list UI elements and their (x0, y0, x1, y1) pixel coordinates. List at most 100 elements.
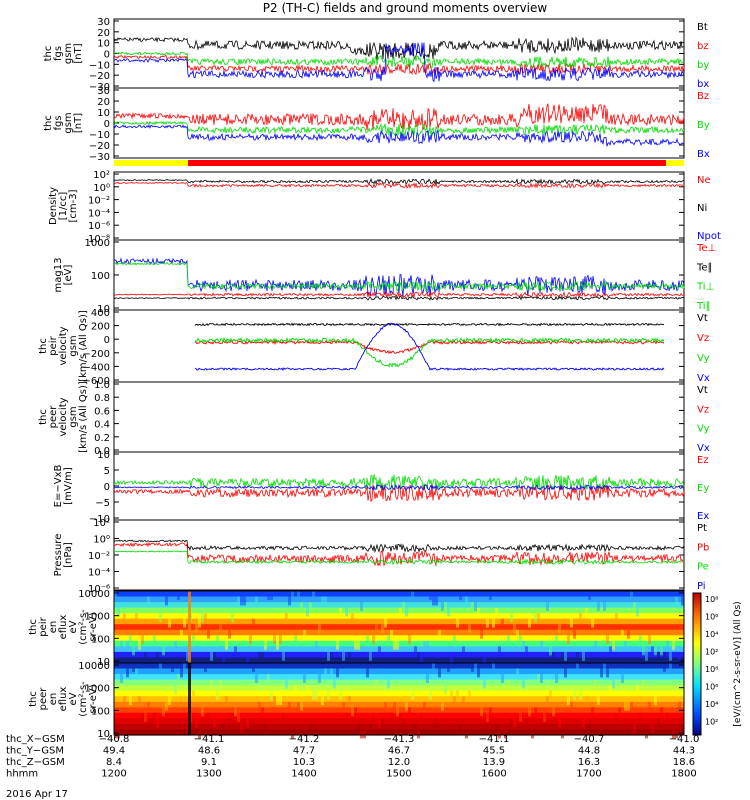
series-line-black (113, 295, 685, 301)
y-axis-label-line: fgs (53, 115, 64, 130)
status-bar-yellow (114, 160, 188, 166)
spectrogram-cell (162, 707, 165, 717)
y-axis-label-line: velocity (58, 397, 69, 436)
spectrogram-cell (126, 668, 129, 678)
spectrogram-cell (537, 613, 540, 623)
spectrogram-cell (129, 696, 132, 706)
spectrogram-cell (180, 629, 183, 639)
spectrogram-cell (582, 651, 585, 661)
spectrogram-cell (591, 707, 594, 717)
spectrogram-cell (681, 596, 684, 606)
spectrogram-cell (441, 701, 444, 711)
legend-Ti⊥: Ti⊥ (696, 282, 714, 293)
spectrogram-cell (315, 640, 318, 650)
spectrogram-cell (546, 696, 549, 706)
spectrogram-cell (297, 591, 300, 600)
spectrogram-band (114, 723, 684, 730)
spectrogram-cell (594, 679, 597, 689)
spectrogram-cell (549, 646, 552, 656)
spectrogram-band (114, 674, 684, 681)
spectrogram-cell (225, 696, 228, 706)
spectrogram-cell (186, 651, 189, 661)
spectrogram-cell (603, 663, 606, 672)
spectrogram-cell (486, 618, 489, 628)
y-tick-label: 1000 (85, 684, 110, 695)
spectrogram-cell (345, 712, 348, 722)
spectrogram-cell (249, 718, 252, 728)
spectrogram-cell (381, 718, 384, 728)
spectrogram-cell (627, 701, 630, 711)
spectrogram-cell (270, 690, 273, 700)
spectrogram-cell (297, 701, 300, 711)
spectrogram-cell (645, 729, 648, 739)
spectrogram-cell (462, 646, 465, 656)
velocity-line-blue (194, 322, 665, 371)
spectrogram-cell (498, 646, 501, 656)
y-axis-label-line: sr-eV) (88, 612, 99, 641)
spectrogram-cell (552, 707, 555, 717)
velocity-line-red (194, 339, 665, 355)
spectrogram-cell (252, 618, 255, 628)
spectrogram-cell (249, 635, 252, 645)
panel-4: 1000 100 10 mag13[eV] Te⊥ Te∥ Ti⊥ Ti∥ (53, 238, 716, 315)
spectrogram-cell (243, 596, 246, 606)
spectrogram-cell (639, 712, 642, 722)
spectrogram-cell (132, 646, 135, 656)
spectrogram-cell (192, 690, 195, 700)
y-axis-label: thcpeirvelocitygsm[km/s (All Qs)] (38, 310, 89, 382)
spectrogram-cell (600, 668, 603, 678)
spectrogram-cell (588, 723, 591, 733)
spectrogram-band (114, 635, 684, 642)
y-axis-label: E=−VxB[mV/m] (53, 465, 74, 508)
spectrogram-cell (519, 635, 522, 645)
y-axis-label-line: E=−VxB (53, 465, 64, 508)
legend-Bt: Bt (697, 22, 708, 33)
y-tick-label: 10000 (78, 661, 110, 672)
spectrogram-cell (303, 629, 306, 639)
panels-layer: 3020100−10−20−30thcfgsgsm[nT]Btbzbybx302… (28, 17, 721, 740)
legend-bz: bz (697, 41, 709, 52)
x-row-value: −41.1 (194, 734, 225, 745)
spectrogram-cell (636, 685, 639, 695)
legend-bx: bx (697, 79, 709, 90)
spectrogram-cell (450, 690, 453, 700)
y-tick-label: 20 (97, 28, 110, 39)
spectrogram-cell (540, 640, 543, 650)
spectrogram-cell (558, 624, 561, 634)
legend-Ni: Ni (697, 203, 707, 214)
spectrogram-cell (234, 646, 237, 656)
spectrogram-cell (432, 663, 435, 672)
y-axis-label-line: en (48, 621, 59, 634)
spectrogram-cell (474, 663, 477, 672)
spectrogram-cell (171, 657, 174, 667)
spectrogram-cell (630, 701, 633, 711)
y-tick-label: 10⁻² (88, 551, 110, 562)
y-tick-label: 30 (97, 86, 110, 97)
spectrogram-cell (117, 607, 120, 617)
spectrogram-cell (162, 646, 165, 656)
y-axis-label-line: velocity (58, 326, 69, 365)
spectrogram-cell (513, 624, 516, 634)
spectrogram-cell (153, 712, 156, 722)
spectrogram-cell (579, 613, 582, 623)
spectrogram-cell (405, 701, 408, 711)
y-axis-label: Pressure[nPa] (53, 534, 74, 577)
y-axis-label-line: [cm-3] (68, 189, 79, 222)
spectrogram-cell (576, 663, 579, 672)
spectrogram-cell (465, 729, 468, 739)
x-row-label: thc_Z−GSM (6, 757, 65, 768)
spectrogram-cell (342, 651, 345, 661)
x-row-value: 18.6 (673, 757, 695, 768)
spectrogram-cell (354, 640, 357, 650)
y-tick-label: 10² (93, 170, 110, 181)
y-axis-label-line: (cm²-s- (78, 681, 89, 717)
y-axis-label: mag13[eV] (53, 258, 74, 293)
series-line-red (113, 290, 685, 299)
spectrogram-cell (519, 712, 522, 722)
spectrogram-cell (363, 729, 366, 739)
spectrogram-cell (675, 596, 678, 606)
spectrogram-cell (210, 651, 213, 661)
spectrogram-cell (150, 657, 153, 667)
colorbar-strip (692, 592, 702, 736)
spectrogram-cell (501, 618, 504, 628)
